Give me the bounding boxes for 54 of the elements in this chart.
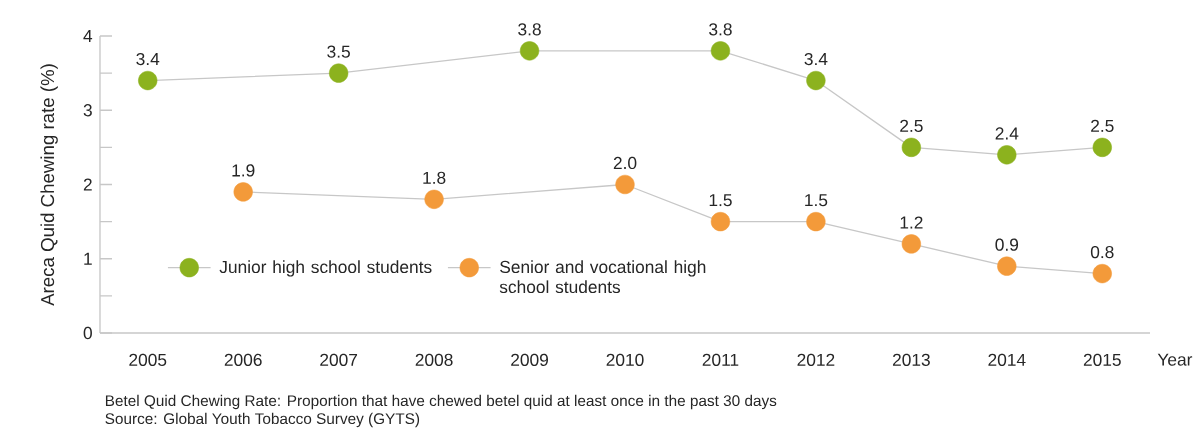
point <box>329 63 349 83</box>
point <box>1092 264 1112 284</box>
data-label: 0.9 <box>995 238 1019 251</box>
point <box>710 41 731 61</box>
data-label: 2.0 <box>613 156 637 170</box>
x-tick-label: 2013 <box>892 353 930 366</box>
y-tick-label: 4 <box>83 30 93 42</box>
data-label: 3.4 <box>136 52 160 66</box>
text: Betel Quid Chewing Rate: Proportion that have chewed betel quid at least once in the past 30 days <box>105 394 777 410</box>
y-tick-label: 2 <box>83 178 92 191</box>
point <box>138 70 158 91</box>
data-label: 3.5 <box>327 45 350 58</box>
point <box>233 182 253 202</box>
y-tick-label: 0 <box>83 326 92 340</box>
data-label: 1.2 <box>900 216 923 229</box>
x-tick-label: 2009 <box>511 353 548 366</box>
x-tick-label: 2007 <box>320 353 358 366</box>
data-label: 1.8 <box>423 171 446 184</box>
data-label: 1.5 <box>709 194 732 207</box>
x-tick-label: 2006 <box>224 353 262 366</box>
y-axis-title: Areca Quid Chewing rate (%) <box>40 64 58 306</box>
x-tick-label: 2014 <box>988 353 1026 366</box>
x-tick-label: 2010 <box>606 353 644 366</box>
y-tick-label: 1 <box>84 252 92 265</box>
point <box>806 70 826 91</box>
point <box>519 41 540 61</box>
point <box>806 212 826 232</box>
data-label: 1.5 <box>805 194 828 207</box>
data-label: 0.8 <box>1090 245 1114 259</box>
source-note: Source: Global Youth Tobacco Survey (GYTS) <box>105 412 420 428</box>
x-tick-label: 2005 <box>129 353 167 366</box>
point <box>424 189 444 209</box>
data-label: 3.8 <box>709 23 732 36</box>
point <box>997 256 1017 276</box>
point <box>997 145 1017 165</box>
x-tick-label: 2011 <box>702 353 739 366</box>
data-label: 2.4 <box>995 127 1019 140</box>
x-axis-title: Year <box>1157 353 1193 366</box>
legend-label: Senior and vocational high school students <box>499 260 706 294</box>
data-label: 2.5 <box>1091 119 1114 132</box>
y-tick-label: 3 <box>83 104 92 117</box>
point <box>901 234 921 254</box>
point <box>1092 137 1112 157</box>
data-label: 2.5 <box>900 119 923 132</box>
data-label: 3.4 <box>804 52 828 66</box>
point <box>615 174 635 195</box>
x-tick-label: 2008 <box>415 353 453 366</box>
legend-label: Junior high school students <box>219 260 432 277</box>
data-label: 3.8 <box>518 23 541 36</box>
x-tick-label: 2015 <box>1083 353 1121 366</box>
point <box>901 137 921 157</box>
data-label: 1.9 <box>232 164 255 177</box>
x-tick-label: 2012 <box>797 353 835 366</box>
point <box>710 212 731 232</box>
